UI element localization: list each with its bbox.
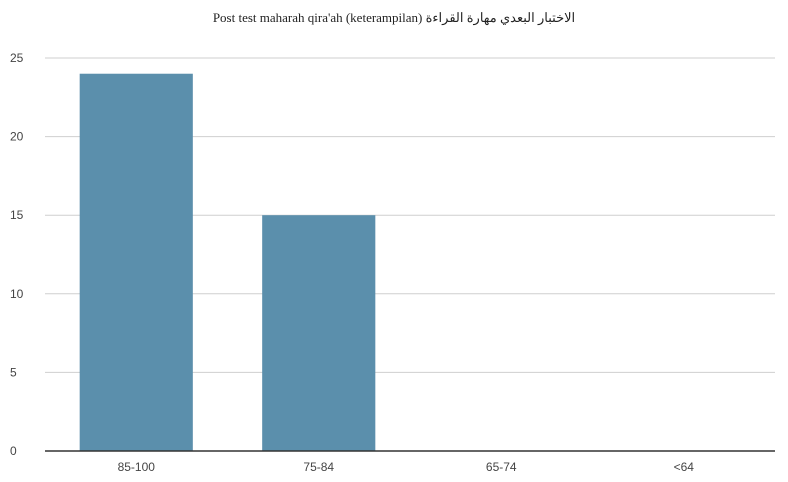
y-tick-label-3: 15 (10, 208, 24, 222)
x-tick-label-0: 85-100 (118, 460, 156, 474)
y-tick-label-4: 20 (10, 130, 24, 144)
y-tick-label-5: 25 (10, 51, 24, 65)
chart-title: Post test maharah qira'ah (keterampilan)… (213, 10, 575, 26)
x-axis-ticks: 85-100 75-84 65-74 <64 (118, 460, 695, 474)
y-tick-label-2: 10 (10, 287, 24, 301)
bar-85-100 (79, 73, 193, 451)
x-tick-label-1: 75-84 (303, 460, 334, 474)
x-tick-label-2: 65-74 (486, 460, 517, 474)
y-tick-label-1: 5 (10, 365, 17, 379)
bars (79, 73, 376, 451)
bar-75-84 (262, 215, 376, 451)
x-tick-label-3: <64 (674, 460, 695, 474)
y-axis-ticks: 0 5 10 15 20 25 (10, 51, 24, 458)
y-tick-label-0: 0 (10, 444, 17, 458)
